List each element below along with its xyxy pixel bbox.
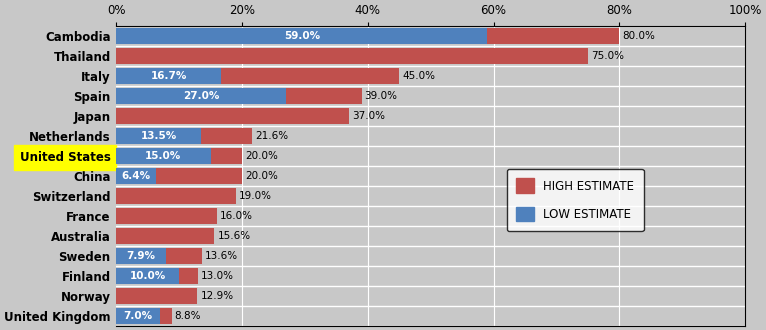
Text: 13.6%: 13.6% [205, 251, 238, 261]
Text: 20.0%: 20.0% [245, 171, 278, 181]
Bar [116, 308, 160, 324]
Text: 12.9%: 12.9% [201, 291, 234, 301]
Text: 45.0%: 45.0% [402, 71, 435, 81]
Bar [116, 68, 221, 84]
Bar [116, 128, 201, 144]
Text: 16.7%: 16.7% [151, 71, 187, 81]
Text: 8.8%: 8.8% [175, 311, 201, 321]
Bar [116, 248, 166, 264]
Bar [116, 228, 214, 244]
Bar [116, 108, 349, 124]
Text: 15.6%: 15.6% [218, 231, 250, 241]
Bar [116, 88, 362, 104]
Bar [116, 248, 201, 264]
Text: 7.0%: 7.0% [123, 311, 152, 321]
Text: 19.0%: 19.0% [239, 191, 272, 201]
Bar [116, 128, 252, 144]
Bar [116, 88, 286, 104]
Bar [116, 288, 198, 304]
Bar [116, 28, 620, 44]
Text: 10.0%: 10.0% [129, 271, 165, 281]
Text: 59.0%: 59.0% [283, 31, 320, 41]
Bar [116, 168, 156, 184]
Bar [116, 48, 588, 64]
Bar [116, 208, 217, 224]
Text: 80.0%: 80.0% [623, 31, 656, 41]
Bar [116, 268, 198, 284]
Text: 21.6%: 21.6% [255, 131, 288, 141]
Legend: HIGH ESTIMATE, LOW ESTIMATE: HIGH ESTIMATE, LOW ESTIMATE [507, 169, 644, 231]
Text: 7.9%: 7.9% [126, 251, 155, 261]
Bar [116, 268, 179, 284]
Text: 6.4%: 6.4% [122, 171, 151, 181]
Bar [116, 148, 242, 164]
Text: 15.0%: 15.0% [146, 151, 182, 161]
Bar [116, 308, 172, 324]
Bar [116, 28, 487, 44]
Text: 16.0%: 16.0% [220, 211, 253, 221]
Text: 27.0%: 27.0% [183, 91, 219, 101]
Text: 39.0%: 39.0% [365, 91, 398, 101]
Text: 20.0%: 20.0% [245, 151, 278, 161]
Text: 75.0%: 75.0% [591, 51, 624, 61]
Text: 13.0%: 13.0% [201, 271, 234, 281]
Text: 13.5%: 13.5% [140, 131, 177, 141]
Bar [116, 188, 236, 204]
Bar [116, 148, 211, 164]
Text: 37.0%: 37.0% [352, 111, 385, 121]
Bar [116, 168, 242, 184]
Bar [116, 68, 399, 84]
